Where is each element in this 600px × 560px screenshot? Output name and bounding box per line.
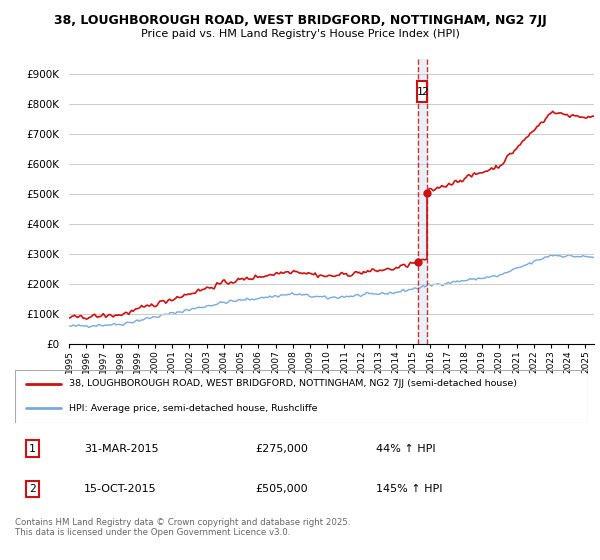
- Text: Contains HM Land Registry data © Crown copyright and database right 2025.
This d: Contains HM Land Registry data © Crown c…: [15, 518, 350, 538]
- Text: 1: 1: [416, 87, 424, 97]
- Text: 15-OCT-2015: 15-OCT-2015: [84, 484, 157, 494]
- Text: 145% ↑ HPI: 145% ↑ HPI: [376, 484, 442, 494]
- Text: 38, LOUGHBOROUGH ROAD, WEST BRIDGFORD, NOTTINGHAM, NG2 7JJ (semi-detached house): 38, LOUGHBOROUGH ROAD, WEST BRIDGFORD, N…: [70, 380, 517, 389]
- Text: 31-MAR-2015: 31-MAR-2015: [84, 444, 158, 454]
- FancyBboxPatch shape: [418, 81, 427, 102]
- Text: 38, LOUGHBOROUGH ROAD, WEST BRIDGFORD, NOTTINGHAM, NG2 7JJ: 38, LOUGHBOROUGH ROAD, WEST BRIDGFORD, N…: [53, 14, 547, 27]
- Text: 1: 1: [29, 444, 35, 454]
- Bar: [418, 59, 427, 344]
- Text: Price paid vs. HM Land Registry's House Price Index (HPI): Price paid vs. HM Land Registry's House …: [140, 29, 460, 39]
- Text: £275,000: £275,000: [256, 444, 308, 454]
- Text: HPI: Average price, semi-detached house, Rushcliffe: HPI: Average price, semi-detached house,…: [70, 404, 318, 413]
- Text: £505,000: £505,000: [256, 484, 308, 494]
- Text: 44% ↑ HPI: 44% ↑ HPI: [376, 444, 436, 454]
- Text: 2: 2: [421, 87, 428, 97]
- Text: 2: 2: [29, 484, 35, 494]
